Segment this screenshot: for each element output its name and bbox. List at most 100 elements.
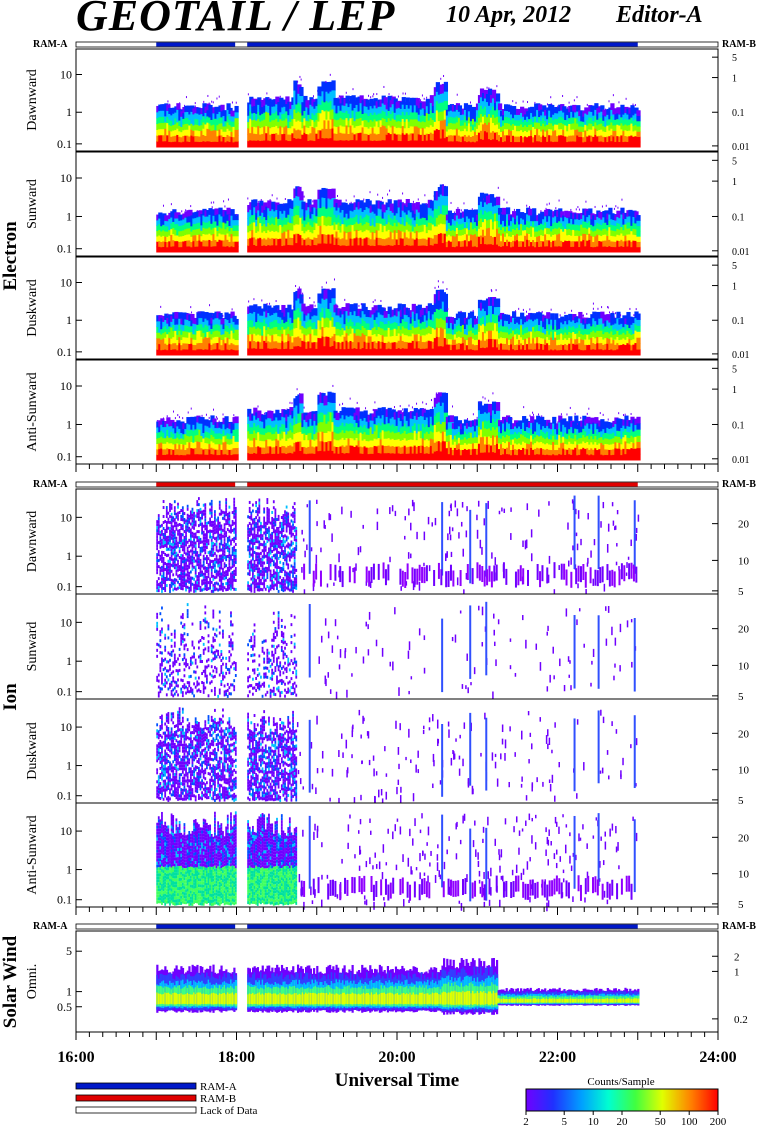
ion-left-tick-label: 1 [66, 654, 72, 668]
electron-panel-label: Anti-Sunward [25, 372, 40, 451]
x-tick-label: 16:00 [57, 1049, 94, 1066]
electron-left-tick-label: 1 [66, 313, 72, 327]
solar-wind-panel-omni [76, 931, 718, 1032]
ion-right-tick-label: 10 [738, 660, 750, 672]
ion-left-tick-label: 1 [66, 863, 72, 877]
electron-panel-label: Duskward [25, 279, 40, 337]
colorbar-tick-label: 50 [655, 1116, 667, 1128]
sw-left-tick-label: 0.5 [57, 1000, 72, 1014]
ion-left-tick-label: 0.1 [57, 893, 72, 907]
electron-panel-dawnward [76, 49, 718, 151]
electron-panel-duskward [76, 257, 718, 359]
ion-right-tick-label: 5 [738, 586, 744, 598]
electron-left-tick-label: 1 [66, 105, 72, 119]
ion-right-tick-label: 5 [738, 691, 744, 703]
electron-ram-segment [156, 43, 235, 47]
electron-right-tick-label: 0.1 [732, 212, 745, 223]
ion-right-tick-label: 5 [738, 899, 744, 911]
ion-right-tick-label: 10 [738, 869, 750, 881]
electron-left-tick-label: 0.1 [57, 450, 72, 464]
electron-left-tick-label: 0.1 [57, 345, 72, 359]
ion-panel-anti-sunward [76, 803, 718, 911]
colorbar [526, 1089, 718, 1111]
x-tick-label: 18:00 [218, 1049, 255, 1066]
solar-wind-group-label: Solar Wind [0, 935, 21, 1028]
solar-wind-ram-segment [247, 925, 638, 929]
ion-right-tick-label: 20 [738, 832, 750, 844]
colorbar-tick-label: 2 [523, 1116, 529, 1128]
sw-right-tick-label: 2 [734, 951, 740, 963]
solar-wind-ram-left-label: RAM-A [33, 921, 68, 932]
electron-left-tick-label: 10 [60, 379, 72, 393]
colorbar-tick-label: 10 [588, 1116, 600, 1128]
electron-right-tick-label: 1 [732, 385, 737, 396]
electron-right-tick-label: 0.01 [732, 350, 750, 361]
x-axis-label: Universal Time [335, 1070, 459, 1091]
electron-left-tick-label: 1 [66, 209, 72, 223]
ion-group-label: Ion [0, 683, 21, 711]
ion-panel-label: Anti-Sunward [25, 815, 40, 894]
electron-right-tick-label: 5 [732, 261, 737, 272]
electron-ram-right-label: RAM-B [722, 39, 756, 50]
ion-panel-dawnward [76, 489, 718, 597]
legend-label: RAM-A [200, 1081, 237, 1093]
electron-right-tick-label: 0.1 [732, 420, 745, 431]
ion-panel-label: Dawnward [25, 511, 40, 572]
legend-swatch [76, 1107, 196, 1113]
legend-swatch [76, 1083, 196, 1089]
ion-left-tick-label: 10 [60, 615, 72, 629]
solar-wind-ram-segment [156, 925, 235, 929]
colorbar-tick-label: 200 [710, 1116, 727, 1128]
ion-ram-segment [156, 483, 235, 487]
ion-panel-sunward [76, 594, 718, 699]
colorbar-tick-label: 100 [681, 1116, 698, 1128]
electron-right-tick-label: 1 [732, 74, 737, 85]
ion-panel-label: Duskward [25, 722, 40, 780]
electron-left-tick-label: 0.1 [57, 242, 72, 256]
electron-left-tick-label: 10 [60, 276, 72, 290]
ion-ram-left-label: RAM-A [33, 479, 68, 490]
electron-panel-anti-sunward [76, 360, 718, 464]
solar-wind-ram-right-label: RAM-B [722, 921, 756, 932]
legend-label: Lack of Data [200, 1105, 258, 1117]
electron-group-label: Electron [0, 221, 21, 291]
ion-panel-label: Sunward [25, 622, 40, 672]
sw-panel-label: Omni. [25, 964, 40, 999]
ion-left-tick-label: 1 [66, 549, 72, 563]
ion-right-tick-label: 20 [738, 728, 750, 740]
legend-label: RAM-B [200, 1093, 236, 1105]
ion-right-tick-label: 10 [738, 555, 750, 567]
ion-right-tick-label: 20 [738, 624, 750, 636]
electron-left-tick-label: 1 [66, 417, 72, 431]
ion-left-tick-label: 1 [66, 759, 72, 773]
ion-ram-right-label: RAM-B [722, 479, 756, 490]
colorbar-title: Counts/Sample [587, 1076, 654, 1088]
electron-panel-label: Sunward [25, 179, 40, 229]
electron-right-tick-label: 5 [732, 364, 737, 375]
electron-left-tick-label: 10 [60, 171, 72, 185]
electron-right-tick-label: 5 [732, 53, 737, 64]
colorbar-tick-label: 5 [561, 1116, 567, 1128]
electron-right-tick-label: 1 [732, 177, 737, 188]
electron-panel-sunward [76, 152, 718, 256]
electron-right-tick-label: 0.1 [732, 108, 745, 119]
ion-left-tick-label: 10 [60, 824, 72, 838]
ion-right-tick-label: 10 [738, 765, 750, 777]
electron-ram-left-label: RAM-A [33, 39, 68, 50]
ion-ram-segment [247, 483, 638, 487]
electron-panel-label: Dawnward [25, 69, 40, 130]
ion-left-tick-label: 10 [60, 720, 72, 734]
ion-right-tick-label: 5 [738, 795, 744, 807]
electron-right-tick-label: 0.01 [732, 142, 750, 153]
electron-right-tick-label: 1 [732, 282, 737, 293]
sw-left-tick-label: 1 [66, 985, 72, 999]
colorbar-tick-label: 20 [617, 1116, 629, 1128]
electron-right-tick-label: 0.01 [732, 455, 750, 466]
electron-right-tick-label: 5 [732, 156, 737, 167]
electron-left-tick-label: 10 [60, 68, 72, 82]
sw-right-tick-label: 0.2 [734, 1014, 748, 1026]
x-tick-label: 22:00 [539, 1049, 576, 1066]
x-tick-label: 20:00 [378, 1049, 415, 1066]
ion-panel-duskward [76, 699, 718, 806]
